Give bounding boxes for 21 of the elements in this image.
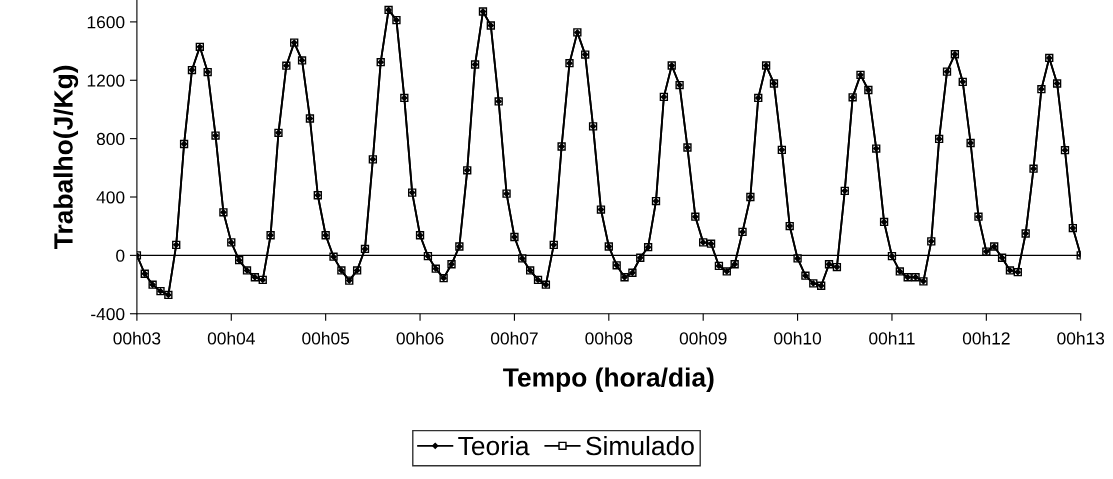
- x-tick-label: 00h07: [490, 331, 538, 345]
- x-axis-title: Tempo (hora/dia): [503, 367, 714, 393]
- y-tick-label: 800: [96, 132, 125, 146]
- x-tick-label: 00h05: [302, 331, 350, 345]
- y-tick-label: -400: [91, 307, 125, 321]
- y-tick-label: 1200: [87, 74, 125, 87]
- y-tick-label: 1600: [87, 16, 125, 29]
- x-tick-label: 00h08: [585, 331, 633, 345]
- x-tick-label: 00h10: [774, 331, 822, 345]
- y-tick-label: 0: [116, 249, 125, 262]
- x-tick-label: 00h03: [113, 331, 161, 345]
- x-tick-label: 00h12: [962, 331, 1010, 345]
- x-tick-label: 00h04: [207, 331, 255, 345]
- legend-label: Teoria: [458, 435, 530, 456]
- x-tick-label: 00h09: [679, 331, 727, 345]
- x-tick-label: 00h13: [1057, 331, 1105, 345]
- y-axis-title: Trabalho(J/Kg): [53, 65, 79, 249]
- legend-label: Simulado: [586, 435, 694, 456]
- x-tick-label: 00h06: [396, 331, 444, 345]
- x-tick-label: 00h11: [869, 331, 915, 345]
- y-tick-label: 400: [96, 191, 125, 204]
